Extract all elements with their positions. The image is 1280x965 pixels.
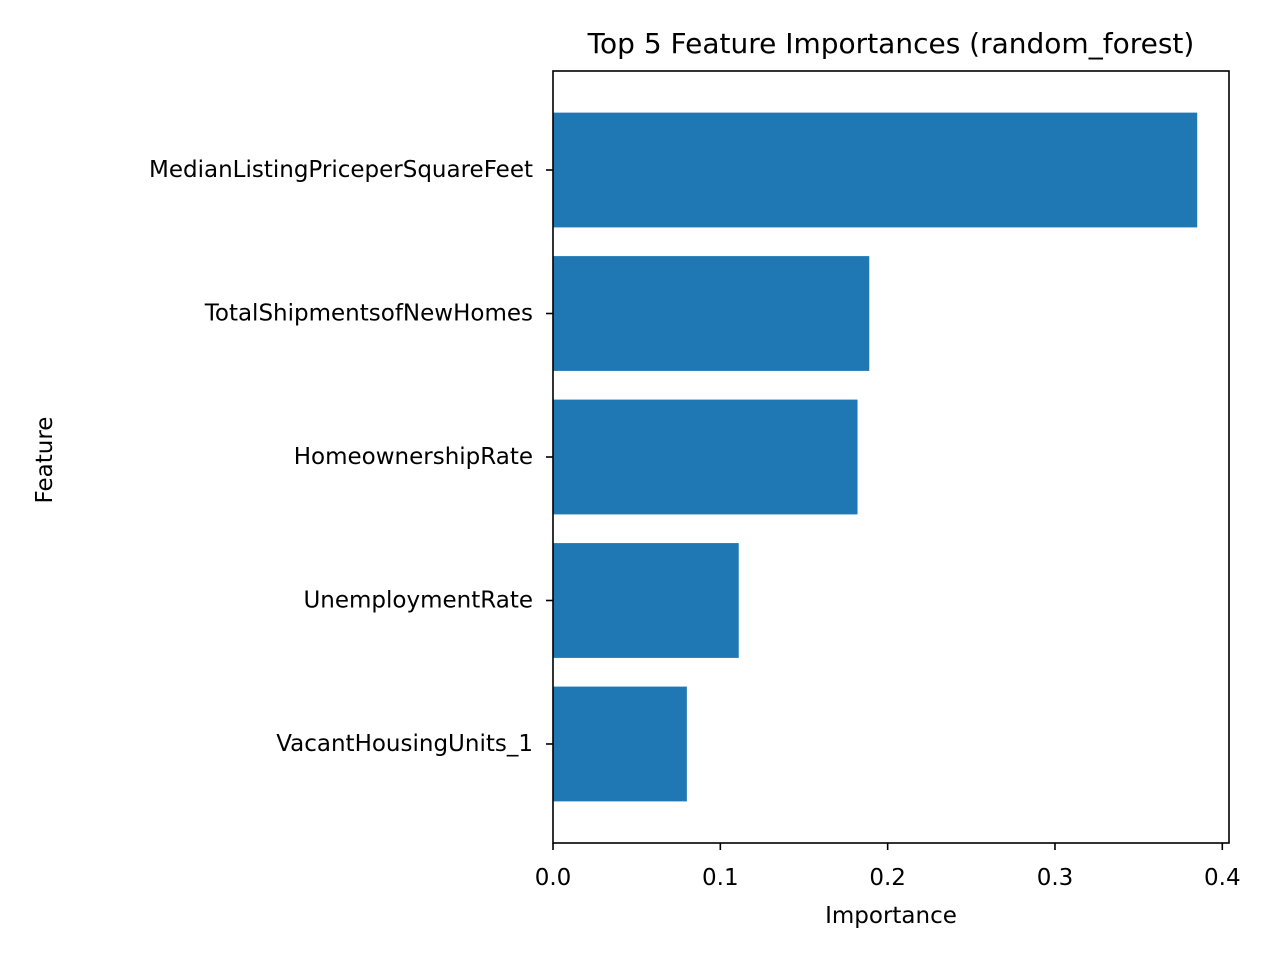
- chart-title: Top 5 Feature Importances (random_forest…: [587, 27, 1195, 60]
- y-axis-label: Feature: [32, 417, 58, 504]
- bars-layer: [553, 112, 1198, 802]
- x-tick-label: 0.4: [1204, 865, 1241, 891]
- y-tick-label: UnemploymentRate: [303, 587, 533, 613]
- y-tick-label: VacantHousingUnits_1: [276, 731, 533, 757]
- x-axis-label: Importance: [825, 903, 957, 929]
- x-tick-label: 0.0: [535, 865, 572, 891]
- y-axis-ticks: MedianListingPriceperSquareFeet TotalShip…: [149, 157, 553, 757]
- x-tick-label: 0.1: [702, 865, 739, 891]
- x-axis-ticks: 0.0 0.1 0.2 0.3 0.4: [535, 843, 1241, 891]
- y-tick-label: HomeownershipRate: [294, 444, 533, 470]
- bar: [553, 686, 687, 802]
- x-tick-label: 0.2: [869, 865, 906, 891]
- bar: [553, 399, 858, 515]
- bar: [553, 543, 739, 658]
- bar: [553, 256, 870, 371]
- y-tick-label: MedianListingPriceperSquareFeet: [149, 157, 533, 183]
- y-tick-label: TotalShipmentsofNewHomes: [204, 301, 533, 327]
- bar: [553, 112, 1198, 228]
- x-tick-label: 0.3: [1037, 865, 1074, 891]
